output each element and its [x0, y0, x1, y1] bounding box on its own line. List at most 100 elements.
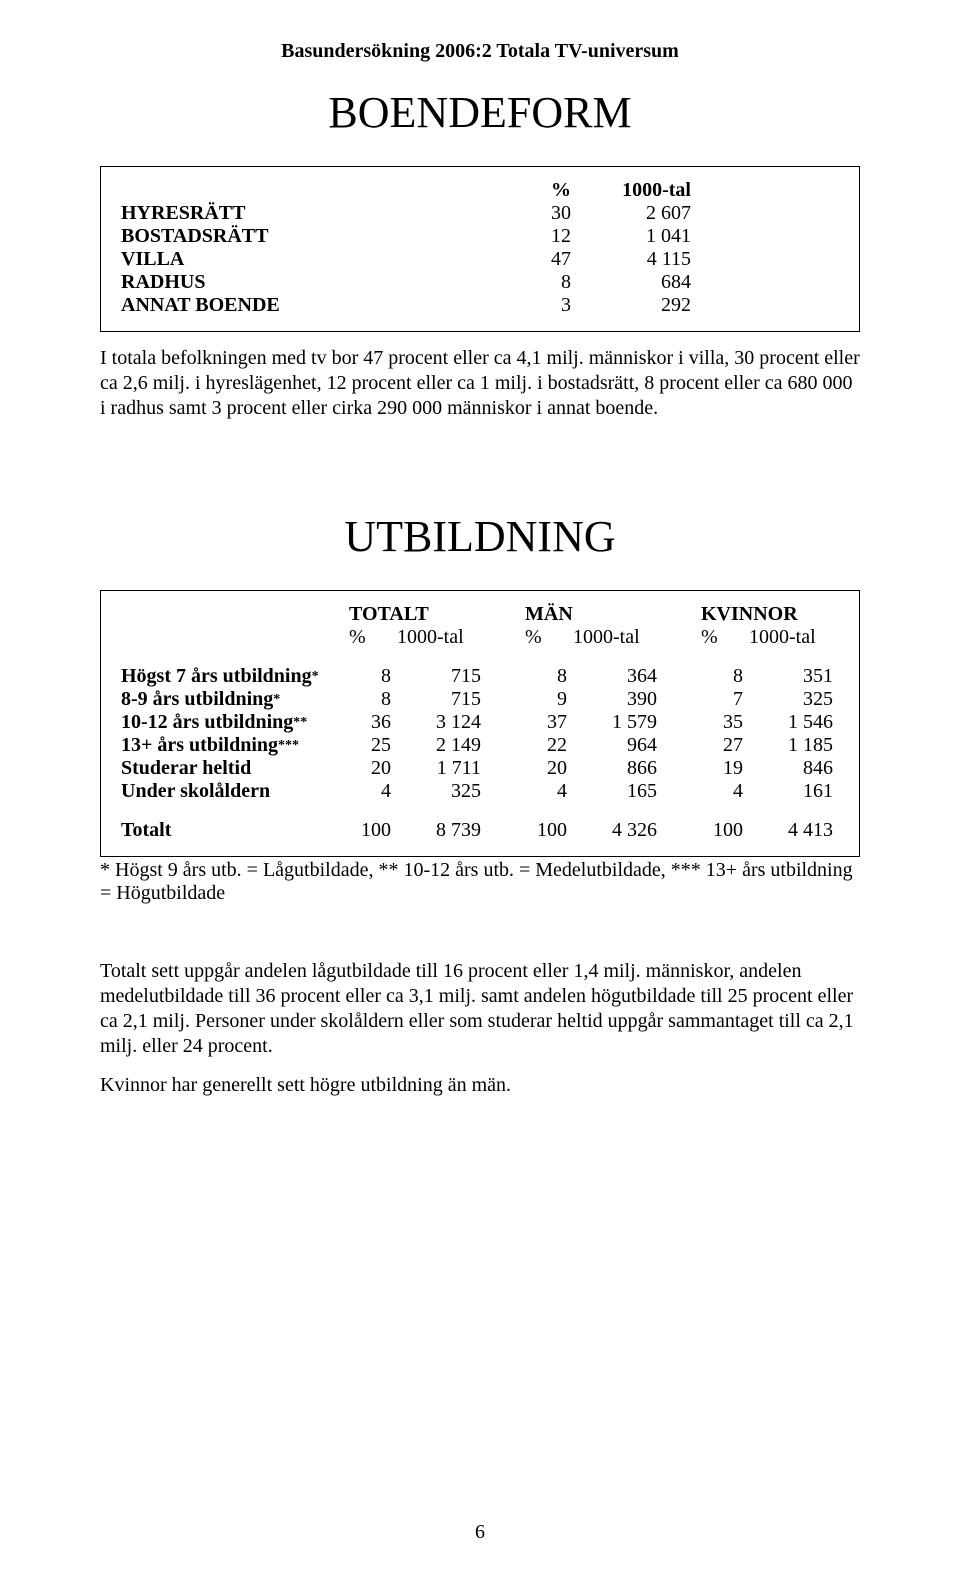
t2-cell: 964 [567, 734, 657, 757]
utbildning-table-box: TOTALT MÄN KVINNOR %1000-tal %1000-tal %… [100, 590, 860, 857]
t2-cell: 3 124 [391, 711, 481, 734]
t2-group-totalt: TOTALT [331, 603, 429, 626]
t2-cell: 846 [743, 757, 833, 780]
t2-sub-pct: % [683, 626, 743, 649]
t2-cell: 25 [331, 734, 391, 757]
t2-cell: 4 [507, 780, 567, 803]
t2-cell: 100 [331, 819, 391, 842]
t2-cell: 100 [683, 819, 743, 842]
t2-cell: 19 [683, 757, 743, 780]
t2-asterisk: * [312, 669, 319, 684]
t2-cell: 37 [507, 711, 567, 734]
t1-val: 1 041 [571, 225, 691, 248]
document-header: Basundersökning 2006:2 Totala TV-univers… [100, 40, 860, 63]
t2-group-header-row: TOTALT MÄN KVINNOR [121, 603, 839, 626]
t2-cell: 1 546 [743, 711, 833, 734]
utbildning-paragraph-1: Totalt sett uppgår andelen lågutbildade … [100, 959, 860, 1059]
table-row: Under skolåldern 4325 4165 4161 [121, 780, 839, 803]
t2-label: 8-9 års utbildning [121, 688, 273, 710]
t2-asterisk: *** [278, 738, 299, 753]
table-row: BOSTADSRÄTT 12 1 041 [121, 225, 839, 248]
table-row: VILLA 47 4 115 [121, 248, 839, 271]
t2-sub-header-row: %1000-tal %1000-tal %1000-tal [121, 626, 839, 649]
t2-cell: 1 185 [743, 734, 833, 757]
page-number: 6 [0, 1521, 960, 1544]
t2-label: Studerar heltid [121, 757, 251, 779]
t2-cell: 4 [683, 780, 743, 803]
t2-cell: 715 [391, 665, 481, 688]
t1-val: 2 607 [571, 202, 691, 225]
t2-asterisk: ** [293, 715, 307, 730]
t1-header-row: % 1000-tal [121, 179, 839, 202]
t1-val: 684 [571, 271, 691, 294]
t2-cell: 390 [567, 688, 657, 711]
t1-label: BOSTADSRÄTT [121, 225, 491, 248]
t2-cell: 4 [331, 780, 391, 803]
t2-sub-unit: 1000-tal [743, 626, 816, 649]
t1-pct: 47 [491, 248, 571, 271]
t1-label: ANNAT BOENDE [121, 294, 491, 317]
t1-label: VILLA [121, 248, 491, 271]
table-row: 8-9 års utbildning* 8715 9390 7325 [121, 688, 839, 711]
boendeform-paragraph: I totala befolkningen med tv bor 47 proc… [100, 346, 860, 421]
t2-cell: 8 [331, 665, 391, 688]
t1-label: RADHUS [121, 271, 491, 294]
t2-cell: 8 739 [391, 819, 481, 842]
t2-cell: 866 [567, 757, 657, 780]
t1-pct: 3 [491, 294, 571, 317]
t2-cell: 165 [567, 780, 657, 803]
t2-total-row: Totalt 1008 739 1004 326 1004 413 [121, 819, 839, 842]
section-title-utbildning: UTBILDNING [100, 511, 860, 562]
t2-label: Högst 7 års utbildning [121, 665, 312, 687]
t1-pct: 30 [491, 202, 571, 225]
t2-sub-pct: % [507, 626, 567, 649]
t2-group-kvinnor: KVINNOR [683, 603, 798, 626]
t2-cell: 100 [507, 819, 567, 842]
t2-cell: 8 [507, 665, 567, 688]
utbildning-footnote: * Högst 9 års utb. = Lågutbildade, ** 10… [100, 859, 860, 905]
t2-cell: 715 [391, 688, 481, 711]
t1-pct: 12 [491, 225, 571, 248]
table-row: 13+ års utbildning*** 252 149 22964 271 … [121, 734, 839, 757]
t2-cell: 1 579 [567, 711, 657, 734]
t2-cell: 20 [507, 757, 567, 780]
t2-cell: 4 326 [567, 819, 657, 842]
t1-pct: 8 [491, 271, 571, 294]
t2-cell: 9 [507, 688, 567, 711]
table-row: 10-12 års utbildning** 363 124 371 579 3… [121, 711, 839, 734]
t2-sub-unit: 1000-tal [391, 626, 464, 649]
t2-group-man: MÄN [507, 603, 573, 626]
t2-cell: 8 [331, 688, 391, 711]
t2-cell: 364 [567, 665, 657, 688]
t1-col-pct: % [491, 179, 571, 202]
utbildning-paragraph-2: Kvinnor har generellt sett högre utbildn… [100, 1073, 860, 1098]
t2-label: 13+ års utbildning [121, 734, 278, 756]
t2-cell: 325 [391, 780, 481, 803]
t2-cell: 1 711 [391, 757, 481, 780]
t1-label: HYRESRÄTT [121, 202, 491, 225]
table-row: HYRESRÄTT 30 2 607 [121, 202, 839, 225]
t2-cell: 27 [683, 734, 743, 757]
t2-cell: 36 [331, 711, 391, 734]
section-title-boendeform: BOENDEFORM [100, 87, 860, 138]
table-row: Studerar heltid 201 711 20866 19846 [121, 757, 839, 780]
table-row: RADHUS 8 684 [121, 271, 839, 294]
t2-cell: 20 [331, 757, 391, 780]
t2-label: Under skolåldern [121, 780, 270, 802]
t2-cell: 4 413 [743, 819, 833, 842]
t1-val: 292 [571, 294, 691, 317]
t2-label: 10-12 års utbildning [121, 711, 293, 733]
t1-val: 4 115 [571, 248, 691, 271]
t2-cell: 7 [683, 688, 743, 711]
table-row: Högst 7 års utbildning* 8715 8364 8351 [121, 665, 839, 688]
t2-total-label: Totalt [121, 819, 331, 842]
t2-cell: 161 [743, 780, 833, 803]
t2-cell: 8 [683, 665, 743, 688]
t2-cell: 351 [743, 665, 833, 688]
t2-cell: 2 149 [391, 734, 481, 757]
boendeform-table-box: % 1000-tal HYRESRÄTT 30 2 607 BOSTADSRÄT… [100, 166, 860, 332]
t2-cell: 22 [507, 734, 567, 757]
t2-cell: 35 [683, 711, 743, 734]
table-row: ANNAT BOENDE 3 292 [121, 294, 839, 317]
t1-col-val: 1000-tal [571, 179, 691, 202]
